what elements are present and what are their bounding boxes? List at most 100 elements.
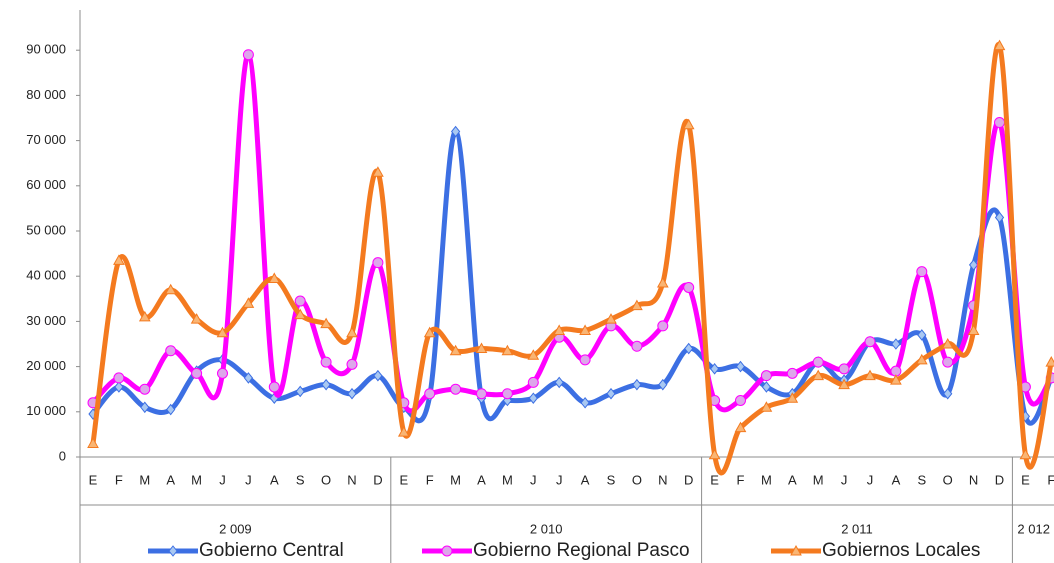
data-point <box>864 369 876 381</box>
data-point <box>501 344 514 356</box>
data-point <box>915 353 928 365</box>
data-point <box>268 272 281 283</box>
data-point <box>113 372 125 384</box>
x-group-label: 2 011 <box>841 521 873 536</box>
data-point <box>786 392 799 403</box>
x-tick-label: J <box>867 472 874 487</box>
legend-marker <box>441 545 453 557</box>
x-tick-label: N <box>658 472 667 487</box>
data-point <box>993 39 1006 51</box>
x-tick-label: A <box>581 472 590 487</box>
data-point <box>812 356 824 368</box>
y-tick-label: 30 000 <box>26 313 66 328</box>
data-point <box>968 259 979 271</box>
data-point <box>657 320 669 332</box>
x-group-label: 2 010 <box>530 521 563 536</box>
x-tick-label: J <box>219 472 226 487</box>
data-point <box>941 337 954 349</box>
data-point <box>682 118 695 130</box>
data-point <box>527 349 540 360</box>
x-tick-label: A <box>166 472 175 487</box>
data-point <box>347 387 357 400</box>
data-point <box>994 211 1005 224</box>
data-point <box>1019 448 1032 460</box>
data-point <box>138 310 151 322</box>
data-point <box>631 340 643 352</box>
legend-label: Gobiernos Locales <box>822 540 980 561</box>
x-tick-label: S <box>917 472 926 487</box>
data-point <box>683 282 695 293</box>
data-point <box>554 376 564 389</box>
x-tick-label: F <box>115 472 123 487</box>
data-point <box>397 426 410 437</box>
data-point <box>424 388 436 400</box>
x-tick-label: A <box>788 472 797 487</box>
data-point <box>917 329 927 341</box>
y-tick-label: 20 000 <box>26 358 66 373</box>
data-point <box>475 342 488 354</box>
data-point <box>761 381 772 393</box>
data-point <box>942 356 954 368</box>
series-line <box>90 42 1054 476</box>
x-tick-label: M <box>761 472 772 487</box>
data-point <box>217 367 228 379</box>
data-point <box>632 378 642 391</box>
data-point <box>735 395 746 406</box>
x-tick-label: D <box>684 472 693 487</box>
x-tick-label: N <box>969 472 978 487</box>
x-tick-label: J <box>556 472 563 487</box>
x-tick-label: O <box>943 472 953 487</box>
y-tick-label: 40 000 <box>26 268 66 283</box>
data-point <box>191 367 203 379</box>
data-point <box>528 392 538 405</box>
data-point <box>864 336 876 348</box>
x-tick-label: E <box>89 472 98 487</box>
data-point <box>760 370 772 382</box>
data-point <box>320 317 332 329</box>
data-point <box>734 421 747 433</box>
x-tick-label: E <box>710 472 719 487</box>
x-tick-label: M <box>502 472 513 487</box>
y-tick-label: 0 <box>59 448 66 463</box>
data-point <box>891 338 901 350</box>
y-tick-label: 50 000 <box>26 222 66 237</box>
x-tick-label: J <box>841 472 848 487</box>
data-point <box>709 363 720 375</box>
y-tick-label: 60 000 <box>26 177 66 192</box>
x-group-label: 2 009 <box>219 521 252 536</box>
x-tick-label: M <box>813 472 824 487</box>
x-tick-label: J <box>530 472 537 487</box>
data-point <box>579 354 591 366</box>
data-point <box>114 381 124 393</box>
x-tick-label: F <box>1047 472 1054 487</box>
x-tick-label: S <box>607 472 616 487</box>
data-point <box>140 401 150 414</box>
data-point <box>166 403 176 416</box>
data-point <box>113 254 125 265</box>
data-point <box>450 383 462 395</box>
data-point <box>812 369 825 381</box>
x-tick-label: A <box>477 472 486 487</box>
legend-marker <box>168 545 178 557</box>
x-tick-label: D <box>995 472 1004 487</box>
legend-label: Gobierno Regional Pasco <box>473 540 690 561</box>
x-tick-label: E <box>1021 472 1030 487</box>
data-point <box>684 342 694 355</box>
data-point <box>321 378 331 391</box>
data-point <box>631 299 643 311</box>
data-point <box>890 374 902 385</box>
data-point <box>838 378 850 390</box>
data-point <box>658 378 668 391</box>
data-point <box>242 49 254 61</box>
data-point <box>242 297 255 308</box>
data-point <box>553 324 566 335</box>
x-tick-label: N <box>347 472 356 487</box>
data-point <box>190 313 203 324</box>
x-tick-label: F <box>426 472 434 487</box>
data-point <box>838 363 850 375</box>
data-point <box>139 383 151 395</box>
legend-label: Gobierno Central <box>199 540 344 561</box>
data-point <box>760 401 773 412</box>
